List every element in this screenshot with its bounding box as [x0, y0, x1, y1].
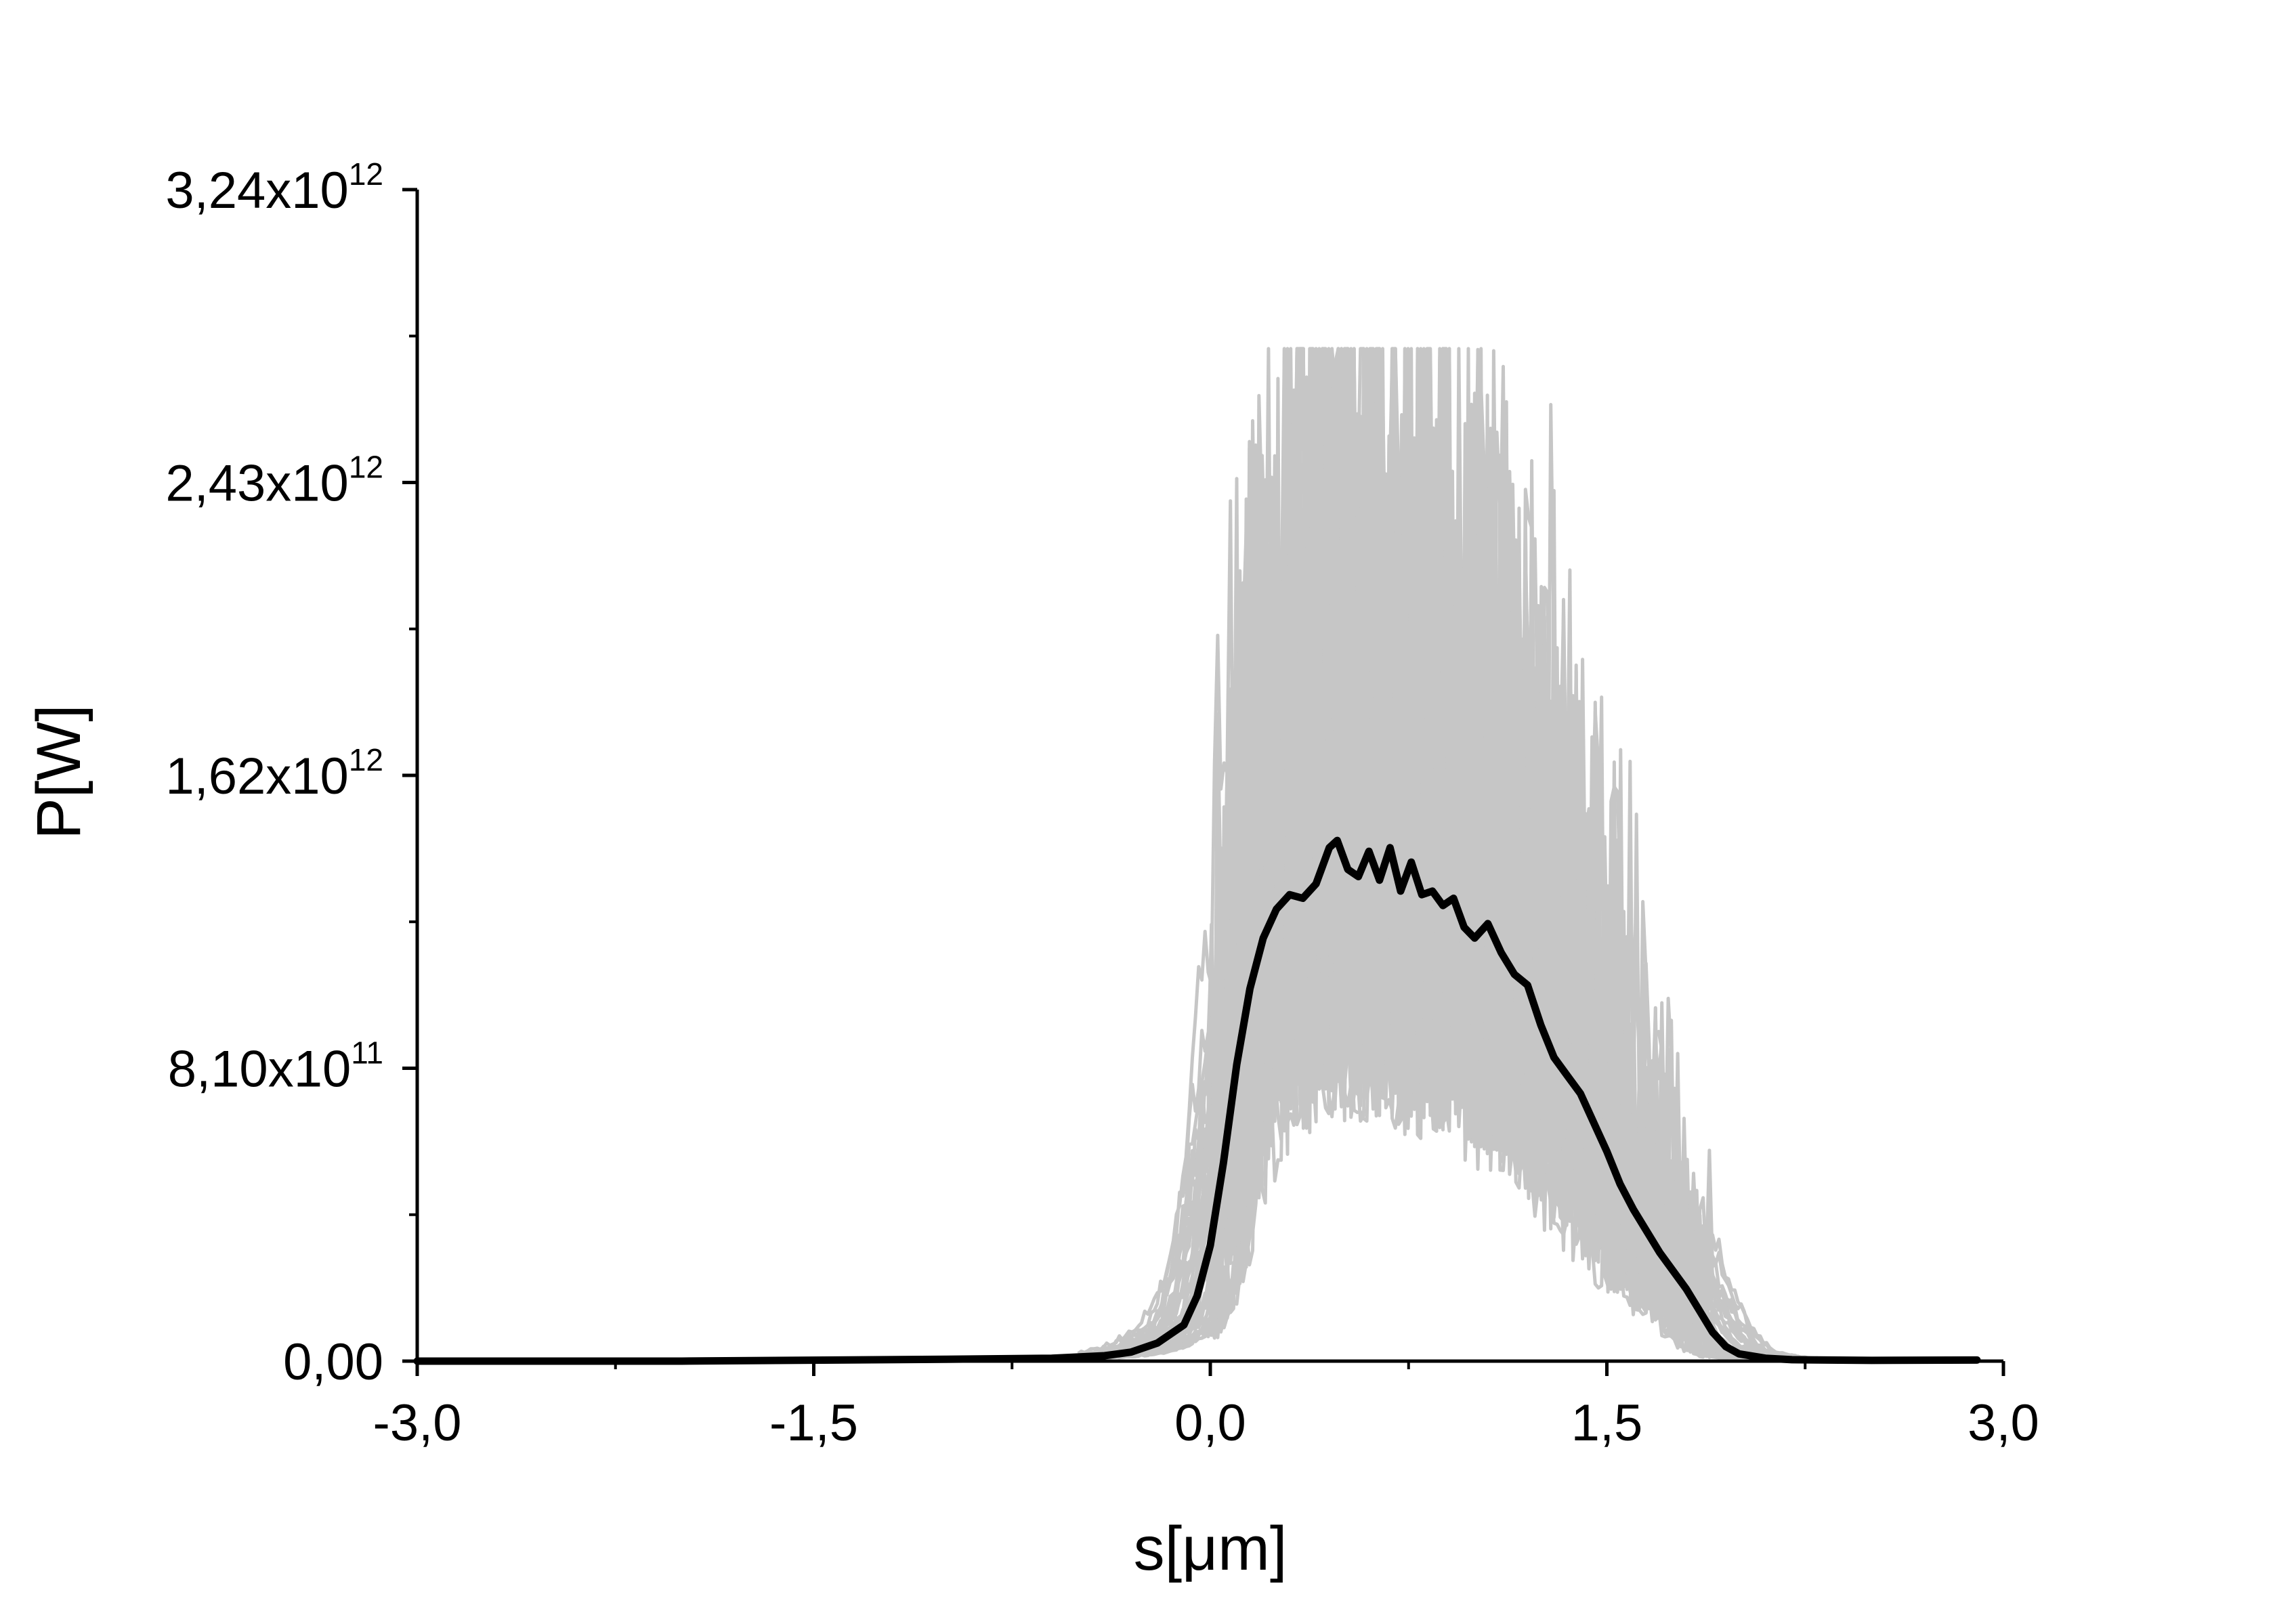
y-tick-exponent: 12	[349, 742, 383, 777]
y-tick-label: 1,62x1012	[165, 742, 383, 805]
y-tick-mantissa: 0,00	[283, 1333, 383, 1391]
y-tick-exponent: 11	[351, 1035, 383, 1071]
x-axis-title: s[μm]	[1134, 1514, 1288, 1583]
ensemble-curve	[1078, 347, 1897, 1362]
x-tick-label: 1,5	[1571, 1394, 1643, 1452]
y-tick-label: 8,10x1011	[168, 1035, 383, 1098]
y-tick-mantissa: 1,62x10	[165, 748, 348, 805]
mean-power-curve	[413, 836, 1981, 1365]
y-tick-exponent: 12	[349, 156, 383, 192]
mean-curve-layer	[413, 836, 1981, 1365]
y-tick-label: 2,43x1012	[165, 450, 383, 513]
x-tick-label: 3,0	[1968, 1394, 2039, 1452]
x-tick-label: -3,0	[373, 1394, 462, 1452]
x-ticks: -3,0 -1,5 0,0 1,5 3,0	[373, 1361, 2039, 1452]
y-tick-mantissa: 2,43x10	[165, 455, 348, 513]
y-tick-label: 0,00	[283, 1333, 383, 1391]
y-tick-label: 3,24x1012	[165, 156, 383, 219]
x-tick-label: -1,5	[769, 1394, 858, 1452]
y-axis-title: P[W]	[24, 704, 93, 839]
ensemble-curves	[1077, 347, 1897, 1362]
y-tick-exponent: 12	[349, 450, 383, 485]
x-tick-label: 0,0	[1174, 1394, 1246, 1452]
y-tick-mantissa: 8,10x10	[168, 1041, 351, 1098]
y-tick-mantissa: 3,24x10	[165, 162, 348, 219]
